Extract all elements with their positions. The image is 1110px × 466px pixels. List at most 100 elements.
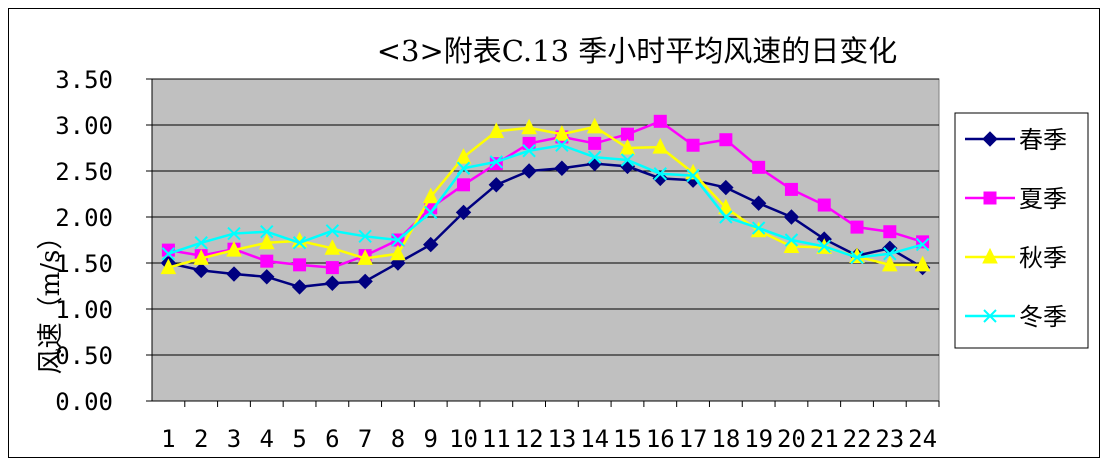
data-point [586,117,603,134]
series-4 [161,138,930,265]
x-tick-label: 2 [194,425,208,453]
data-point [325,261,339,275]
data-point [455,148,472,164]
data-point [718,198,734,215]
x-tick-label: 7 [358,425,372,453]
data-point [292,236,307,250]
data-point [325,224,340,238]
data-point [751,221,766,235]
x-tick-label: 14 [580,425,609,453]
data-point [522,144,536,158]
legend-label: 秋季 [1019,244,1067,272]
legend-label: 夏季 [1019,185,1067,213]
legend-box [954,112,1089,349]
x-tick-label: 16 [646,425,675,453]
data-point [488,122,505,138]
data-point [817,239,831,254]
data-point [291,279,308,295]
data-point [653,167,667,181]
data-point [193,262,209,279]
data-point [357,273,373,290]
data-point [489,155,504,169]
data-point [554,125,570,141]
x-tick-label: 17 [679,425,708,453]
x-tick-label: 11 [482,425,511,453]
x-tick-label: 22 [843,425,872,453]
chart-svg: <3>附表C.13 季小时平均风速的日变化 0.00 0.50 1.00 1.50 2.… [36,34,1089,453]
series-line [167,143,923,259]
y-tick-label: 0.50 [55,342,113,370]
data-point [455,204,472,221]
data-point [587,150,602,164]
data-point [914,255,931,272]
data-point [783,237,800,253]
y-tick-label: 3.00 [55,112,113,140]
data-point [619,138,636,155]
data-point [750,195,767,211]
series-3 [160,117,931,275]
data-point [357,249,373,265]
y-axis-label: 风速（m/s） [36,224,66,375]
data-point [194,236,208,250]
x-tick-label: 18 [711,425,740,453]
legend-entry: 秋季 [965,244,1067,272]
data-point [915,237,930,252]
data-point [554,160,570,176]
data-point [259,269,275,285]
data-point [456,161,471,175]
x-tick-label: 21 [810,425,839,453]
x-tick-label: 4 [260,425,274,453]
x-tick-label: 5 [292,425,306,453]
data-point [883,247,897,261]
series-group [160,114,931,295]
x-tick-labels: 1 2 3 4 5 6 7 8 9 10 11 12 13 14 15 16 17 18 19 20 21 22 23 24 [161,401,940,453]
data-point [719,133,733,147]
data-point [783,209,800,225]
data-point [817,198,831,212]
data-point [653,114,667,128]
data-point [457,178,471,192]
data-point [850,220,864,234]
data-point [422,187,439,204]
data-point [719,210,733,224]
data-point [652,137,669,154]
data-point [686,168,700,183]
data-point [784,233,799,247]
x-tick-label: 13 [547,425,576,453]
legend-entry: 夏季 [965,185,1067,213]
chart-frame: <3>附表C.13 季小时平均风速的日变化 0.00 0.50 1.00 1.50 2.… [8,8,1100,458]
x-tick-label: 6 [325,425,339,453]
x-tick-label: 10 [449,425,478,453]
data-point [620,153,635,167]
plot-area [151,78,940,402]
grid-lines [152,78,939,356]
x-tick-label: 1 [161,425,175,453]
data-point [161,247,176,261]
data-point [521,163,537,179]
data-point [521,118,537,135]
data-point [784,182,798,196]
data-point [718,179,734,196]
x-tick-label: 23 [875,425,904,453]
x-tick-label: 12 [515,425,544,453]
data-point [883,225,897,239]
data-point [882,255,898,272]
x-tick-label: 15 [613,425,642,453]
legend-label: 冬季 [1019,303,1067,331]
data-point [390,244,406,261]
data-point [226,241,242,257]
data-point [226,266,242,282]
data-point [391,233,405,247]
x-tick-label: 8 [391,425,405,453]
data-point [850,250,864,265]
data-point [260,225,274,239]
data-point [324,275,341,291]
x-tick-label: 24 [908,425,937,453]
data-point [358,229,372,244]
data-point [752,160,766,174]
data-point [555,138,569,152]
legend-marker [982,247,998,264]
data-point [423,236,439,253]
data-point [324,239,341,255]
